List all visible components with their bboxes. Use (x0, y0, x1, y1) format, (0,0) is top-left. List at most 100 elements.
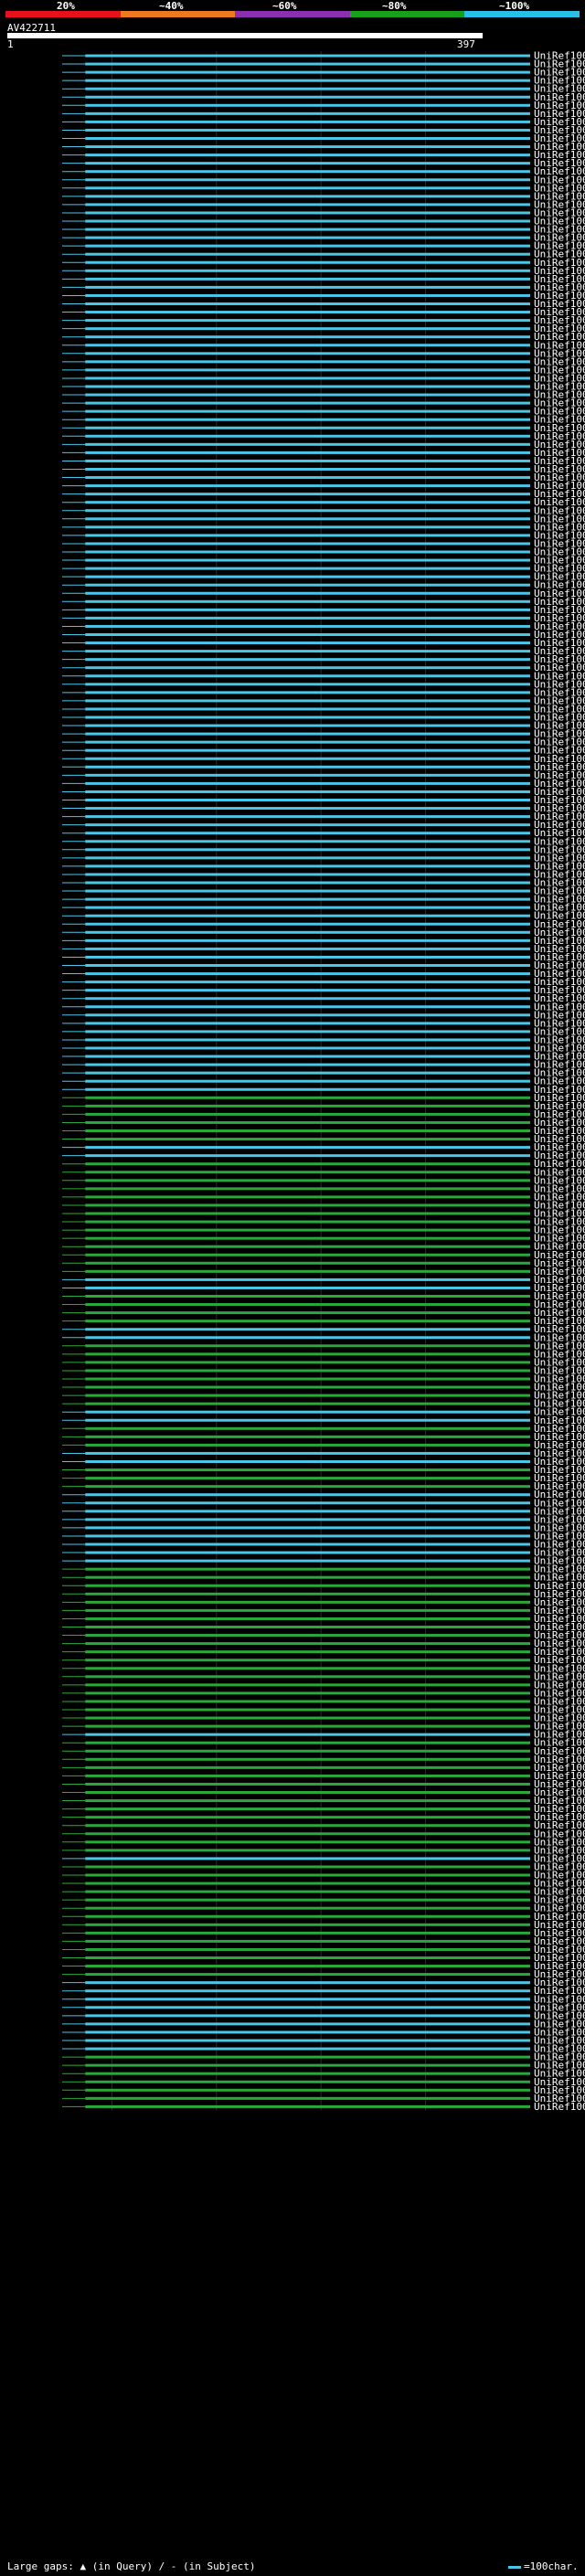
hit-label[interactable]: UniRef100_Q9M5Q0 (534, 108, 585, 120)
hit-row[interactable]: UniRef100_B9SF47 (62, 306, 585, 318)
hit-row[interactable]: UniRef100_A8DJP9 (62, 1051, 585, 1063)
hit-row[interactable]: UniRef100_B6T1M1 (62, 1737, 585, 1749)
hit-row[interactable]: UniRef100_Q10HD0 (62, 1993, 585, 2005)
hit-row[interactable]: UniRef100_O42276 (62, 1588, 585, 1600)
hit-row[interactable]: UniRef100_Q9SHS2 (62, 778, 585, 790)
hit-row[interactable]: UniRef100_O41447 (62, 737, 585, 748)
hit-row[interactable]: UniRef100_O4W886 (62, 596, 585, 608)
hit-label[interactable]: UniRef100_P04179 (534, 190, 585, 202)
hit-label[interactable]: UniRef100_C5XQB3 (534, 1133, 585, 1145)
hit-label[interactable]: UniRef100_Q2XTE0 (534, 496, 585, 508)
hit-label[interactable]: UniRef100_B9SF47 (534, 306, 585, 318)
hit-row[interactable]: UniRef100_Q2XTE0 (62, 496, 585, 508)
hit-label[interactable]: UniRef100_C1K5B6 (534, 1878, 585, 1890)
hit-row[interactable]: UniRef100_A9NRK2 (62, 1299, 585, 1310)
hit-label[interactable]: UniRef100_A9NL12 (534, 1605, 585, 1617)
hit-label[interactable]: UniRef100_P04778 (534, 819, 585, 831)
hit-label[interactable]: UniRef100_A9PFW7 (534, 1712, 585, 1724)
hit-label[interactable]: UniRef100_Q67TH5 (534, 1555, 585, 1567)
hit-label[interactable]: UniRef100_O4W885 (534, 546, 585, 558)
hit-label[interactable]: UniRef100_P13851 (534, 745, 585, 757)
hit-label[interactable]: UniRef100_P09963 (534, 843, 585, 855)
hit-label[interactable]: UniRef100_Q5FF61 (534, 1795, 585, 1807)
hit-label[interactable]: UniRef100_A9NNW9 (534, 1480, 585, 1492)
hit-label[interactable]: UniRef100_P04783 (534, 430, 585, 442)
hit-label[interactable]: UniRef100_O41426 (534, 571, 585, 583)
hit-label[interactable]: UniRef100_C5WTC1 (534, 1721, 585, 1733)
hit-label[interactable]: UniRef100_P27497 (534, 381, 585, 393)
hit-row[interactable]: UniRef100_B3GQ04 (62, 703, 585, 715)
hit-row[interactable]: UniRef100_C1K5B7 (62, 1870, 585, 1882)
hit-label[interactable]: UniRef100_O40788 (534, 1282, 585, 1294)
hit-label[interactable]: UniRef100_Q4V959 (534, 1257, 585, 1269)
hit-row[interactable]: UniRef100_A9TL35 (62, 1985, 585, 1997)
hit-row[interactable]: UniRef100_Q4V961 (62, 290, 585, 302)
hit-label[interactable]: UniRef100_Q4V950 (534, 1208, 585, 1220)
hit-row[interactable]: UniRef100_A9PFW7 (62, 1712, 585, 1724)
hit-label[interactable]: UniRef100_Q67737 (534, 1828, 585, 1839)
hit-label[interactable]: UniRef100_Q15317 (534, 868, 585, 880)
hit-label[interactable]: UniRef100_B3GQ04 (534, 703, 585, 715)
hit-label[interactable]: UniRef100_Q4V952 (534, 1415, 585, 1426)
hit-row[interactable]: UniRef100_Q41VW5 (62, 1894, 585, 1906)
hit-row[interactable]: UniRef100_B8LPM9 (62, 1564, 585, 1575)
hit-row[interactable]: UniRef100_P13851 (62, 745, 585, 757)
hit-row[interactable]: UniRef100_A9SGH1 (62, 1886, 585, 1898)
hit-label[interactable]: UniRef100_Q4V960 (534, 1464, 585, 1476)
hit-label[interactable]: UniRef100_Q9FHD4 (534, 216, 585, 228)
hit-label[interactable]: UniRef100_Q4V951 (534, 1274, 585, 1286)
hit-label[interactable]: UniRef100_A9SRQ7 (534, 1819, 585, 1831)
hit-label[interactable]: UniRef100_A5P6K2 (534, 100, 585, 111)
hit-label[interactable]: UniRef100_P12471 (534, 976, 585, 988)
hit-row[interactable]: UniRef100_P04784 (62, 992, 585, 1004)
hit-row[interactable]: UniRef100_Q76SP6 (62, 1836, 585, 1848)
hit-row[interactable]: UniRef100_Q461R4 (62, 1216, 585, 1228)
hit-label[interactable]: UniRef100_B4FSB0 (534, 910, 585, 922)
hit-label[interactable]: UniRef100_C5YLM4 (534, 124, 585, 136)
hit-label[interactable]: UniRef100_A9SGH1 (534, 1886, 585, 1898)
hit-row[interactable]: UniRef100_A5BP82 (62, 198, 585, 210)
hit-row[interactable]: UniRef100_O40987 (62, 1307, 585, 1319)
hit-label[interactable]: UniRef100_Q52F93 (534, 1547, 585, 1559)
hit-row[interactable]: UniRef100_Q41262 (62, 249, 585, 260)
hit-row[interactable]: UniRef100_A9NQZ7 (62, 1621, 585, 1633)
hit-row[interactable]: UniRef100_A4F3R4 (62, 555, 585, 567)
hit-row[interactable]: UniRef100_C5YLM4 (62, 124, 585, 136)
hit-label[interactable]: UniRef100_A9NW50 (534, 1629, 585, 1641)
hit-label[interactable]: UniRef100_Q10HC9 (534, 1977, 585, 1988)
hit-label[interactable]: UniRef100_O93641 (534, 1043, 585, 1055)
hit-row[interactable]: UniRef100_Q9SF86 (62, 1927, 585, 1939)
hit-row[interactable]: UniRef100_Q9SQB3 (62, 174, 585, 186)
hit-label[interactable]: UniRef100_O49857 (534, 182, 585, 194)
hit-label[interactable]: UniRef100_Q9SHK7 (534, 1944, 585, 1956)
hit-label[interactable]: UniRef100_P12470 (534, 439, 585, 451)
hit-row[interactable]: UniRef100_O41234 (62, 1373, 585, 1385)
hit-row[interactable]: UniRef100_B4FG64 (62, 918, 585, 930)
hit-label[interactable]: UniRef100_Q1EP00 (534, 1852, 585, 1864)
hit-row[interactable]: UniRef100_Q9SWE9 (62, 1786, 585, 1798)
hit-row[interactable]: UniRef100_Q9M5Q0 (62, 108, 585, 120)
hit-label[interactable]: UniRef100_P04777 (534, 786, 585, 798)
hit-row[interactable]: UniRef100_Q9LKI0 (62, 141, 585, 153)
hit-row[interactable]: UniRef100_P09963 (62, 843, 585, 855)
hit-row[interactable]: UniRef100_A3FPF0 (62, 1224, 585, 1236)
hit-label[interactable]: UniRef100_C0L2S1 (534, 414, 585, 426)
hit-label[interactable]: UniRef100_Q8LCZ4 (534, 612, 585, 624)
hit-row[interactable]: UniRef100_P27518 (62, 2018, 585, 2030)
hit-row[interactable]: UniRef100_P04179 (62, 190, 585, 202)
hit-label[interactable]: UniRef100_B9GNG7 (534, 1108, 585, 1120)
hit-label[interactable]: UniRef100_Q1EPK5 (534, 761, 585, 773)
hit-row[interactable]: UniRef100_A9NLR8 (62, 1572, 585, 1584)
hit-row[interactable]: UniRef100_O24491 (62, 1059, 585, 1071)
hit-row[interactable]: UniRef100_P07370 (62, 662, 585, 673)
hit-label[interactable]: UniRef100_O66442 (534, 537, 585, 549)
hit-label[interactable]: UniRef100_P15193 (534, 1489, 585, 1500)
hit-row[interactable]: UniRef100_B1PL34 (62, 968, 585, 980)
hit-row[interactable]: UniRef100_A9NMU8 (62, 1646, 585, 1658)
hit-row[interactable]: UniRef100_A5B514 (62, 1001, 585, 1012)
hit-row[interactable]: UniRef100_A9P0D2 (62, 1290, 585, 1302)
hit-row[interactable]: UniRef100_Q9LKZ0 (62, 1580, 585, 1592)
hit-label[interactable]: UniRef100_B6SZ08 (534, 1166, 585, 1178)
hit-row[interactable]: UniRef100_B9GNG7 (62, 1108, 585, 1120)
hit-label[interactable]: UniRef100_C0PQV4 (534, 1513, 585, 1525)
